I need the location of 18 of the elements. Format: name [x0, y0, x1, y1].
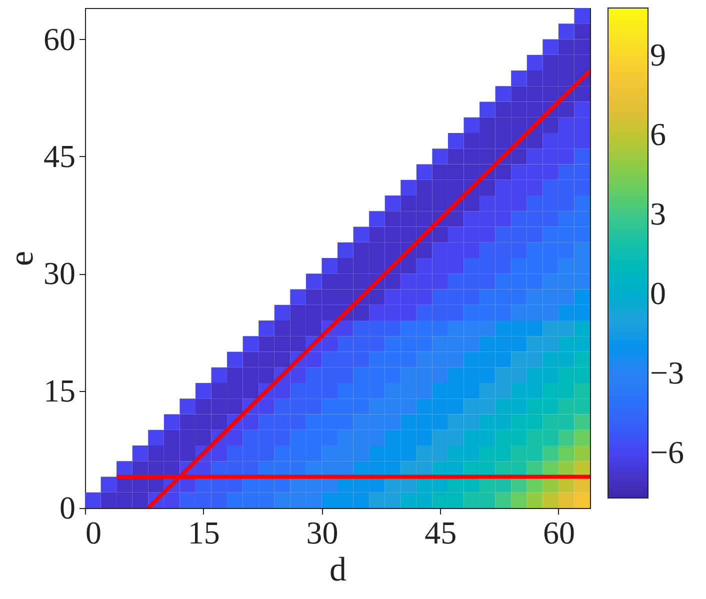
x-tick-label: 15	[188, 514, 220, 550]
color-bar-label: −6	[650, 434, 684, 470]
x-tick-label: 60	[542, 514, 575, 550]
color-bar-label: 0	[650, 275, 666, 312]
x-tick-label: 30	[306, 514, 338, 550]
color-bar-label: 3	[650, 196, 666, 232]
y-axis-title: e	[4, 250, 40, 266]
y-tick-label: 45	[44, 138, 76, 174]
x-tick-label: 45	[424, 514, 457, 550]
y-tick-label: 30	[44, 255, 76, 292]
x-axis-title: d	[330, 552, 346, 588]
x-tick-label: 0	[86, 514, 102, 550]
color-bar-label: 6	[650, 116, 666, 152]
y-tick-label: 15	[44, 372, 76, 408]
color-bar-label: 9	[650, 36, 666, 73]
y-tick-label: 60	[44, 20, 76, 57]
color-bar-label: −3	[650, 354, 684, 391]
y-tick-label: 0	[60, 490, 76, 526]
